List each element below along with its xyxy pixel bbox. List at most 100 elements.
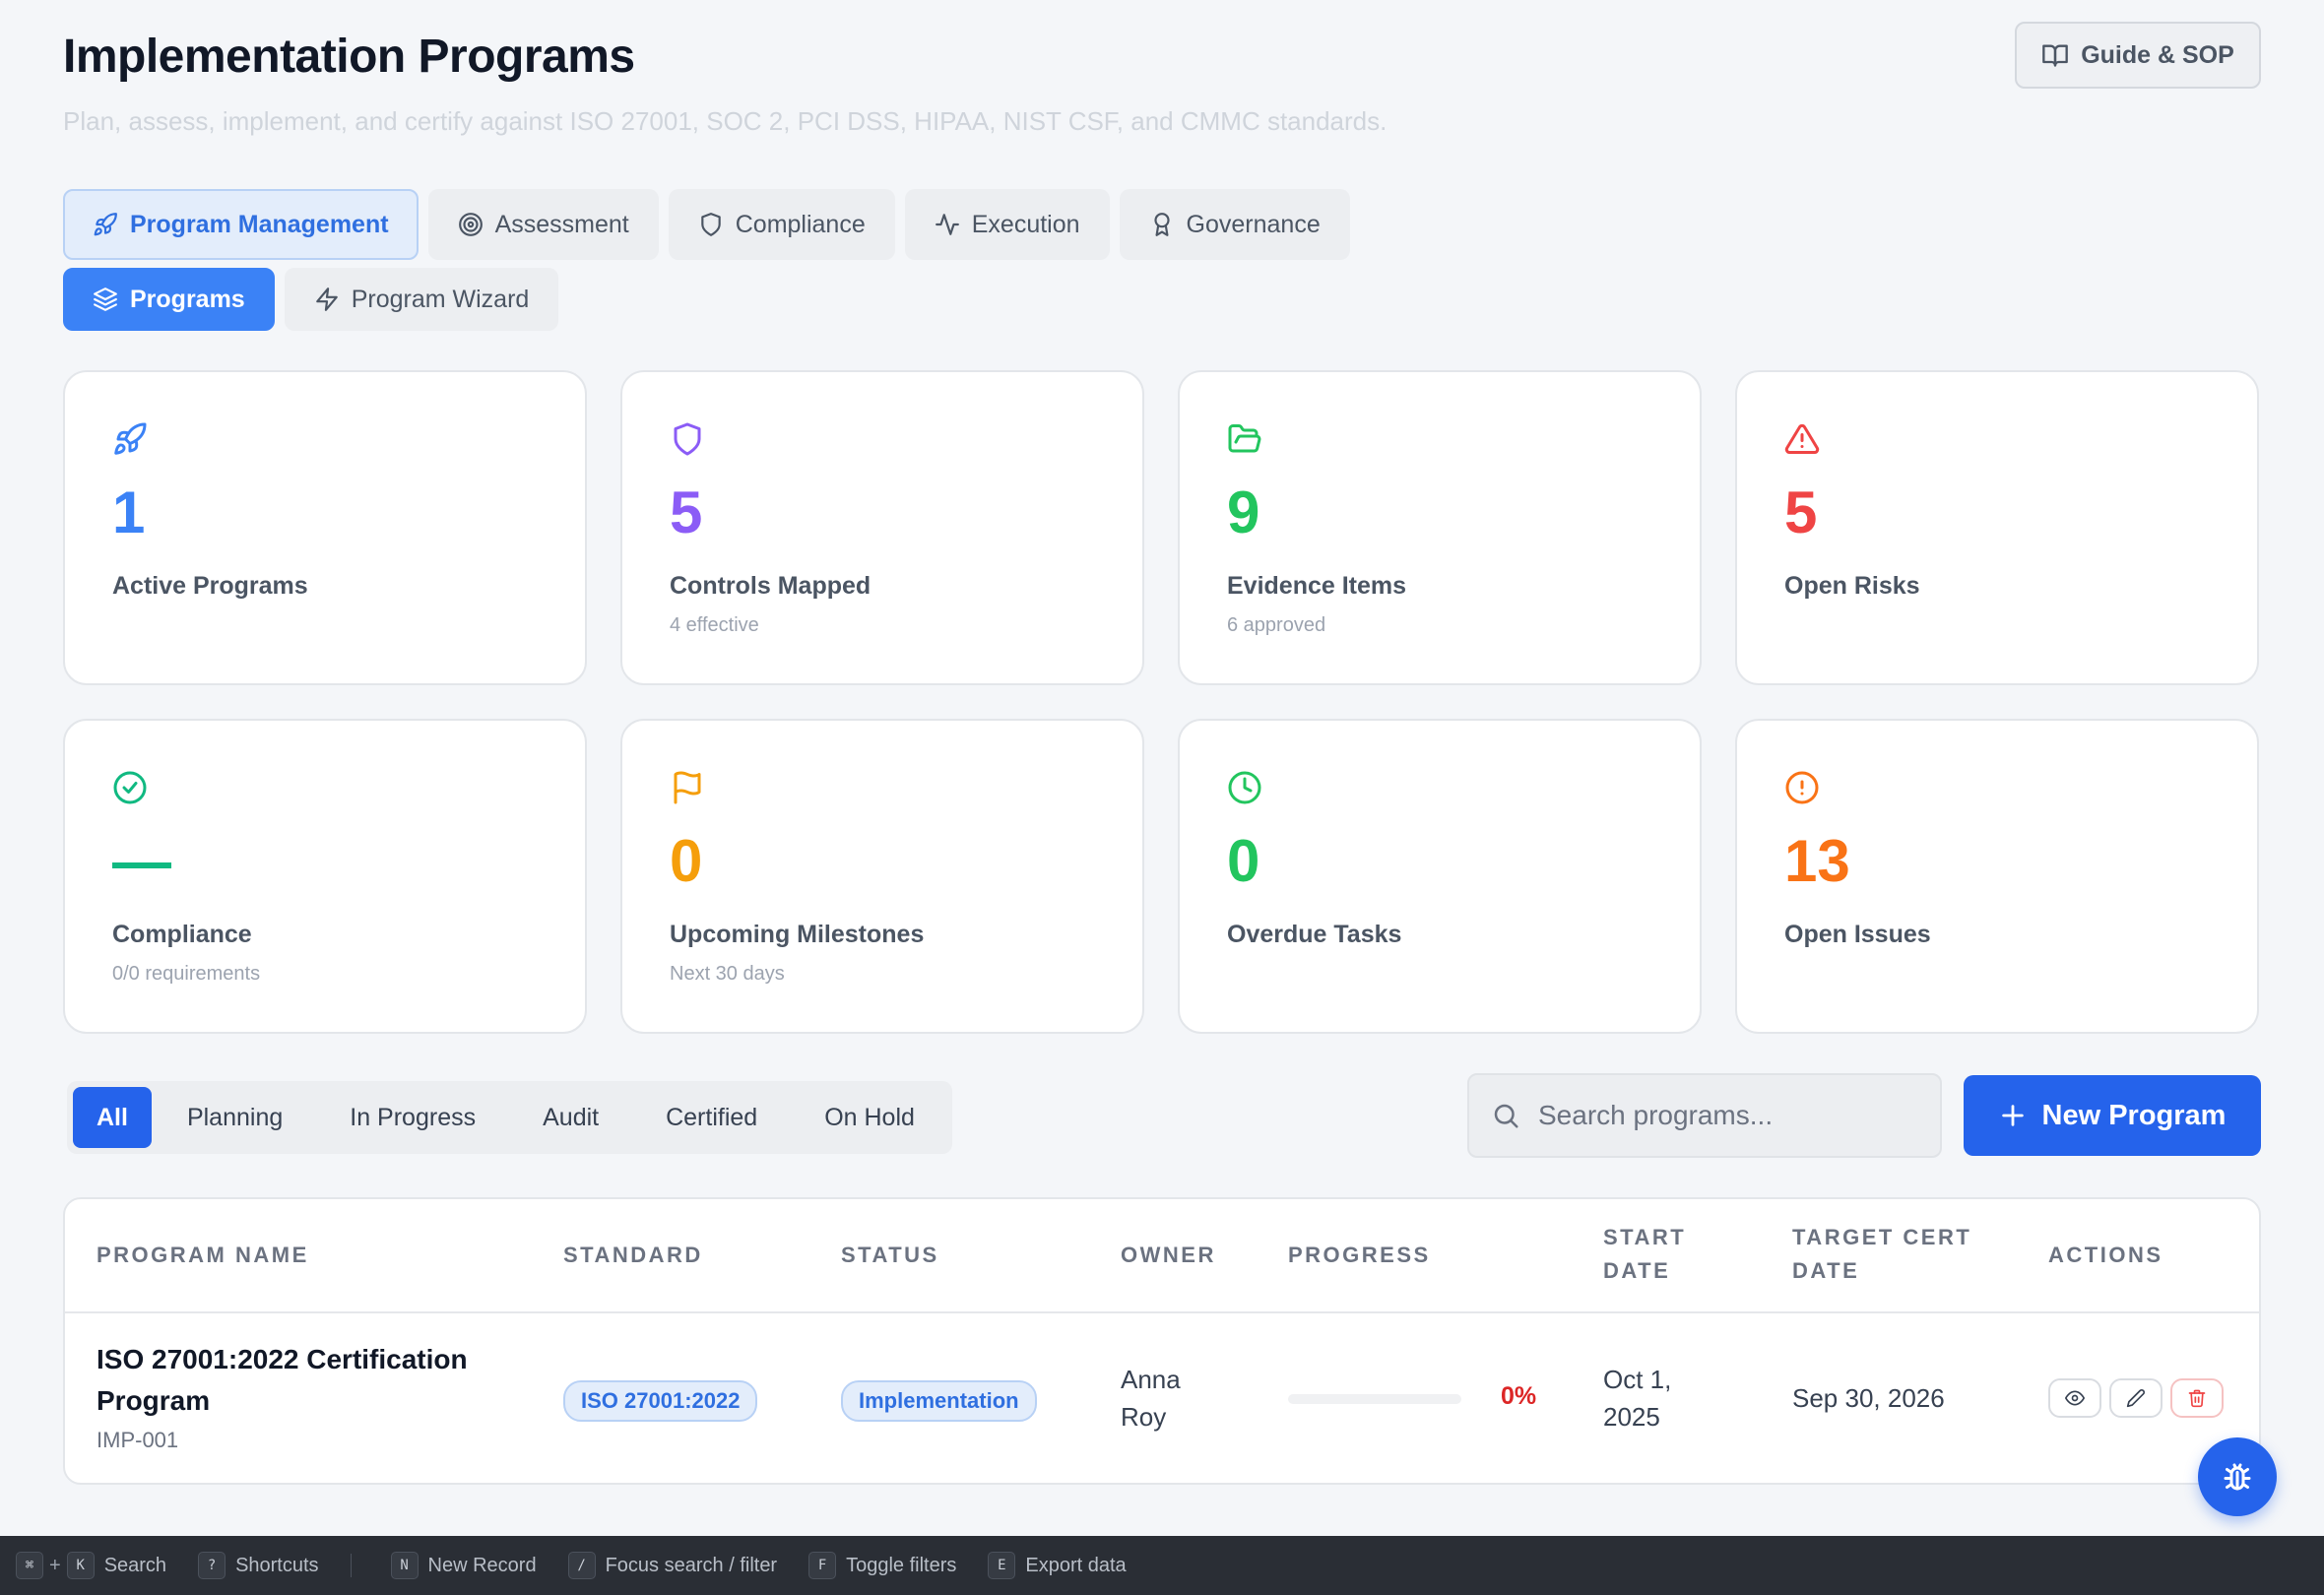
stat-label: Open Issues [1784,921,1931,948]
filter-certified[interactable]: Certified [666,1103,758,1131]
shield-icon [674,422,701,456]
divider [350,1554,352,1577]
column-header-progress[interactable]: PROGRESS [1288,1243,1431,1267]
stat-value: 5 [1784,479,1818,545]
stat-value: 0 [1227,828,1260,894]
stat-label: Evidence Items [1227,572,1407,600]
column-header-start-date[interactable]: START DATE [1603,1225,1687,1283]
stat-card-active-programs: 1 Active Programs [63,370,587,685]
stats-grid: 1 Active Programs 5 Controls Mapped 4 ef… [63,370,2261,1034]
key-plus: + [49,1554,61,1576]
stat-sub: 4 effective [670,614,759,636]
filter-audit[interactable]: Audit [543,1103,600,1131]
search-input[interactable] [1538,1100,1932,1131]
zap-icon [315,287,338,311]
key-slash: / [567,1552,596,1579]
filter-planning[interactable]: Planning [186,1103,284,1131]
key-cmd: ⌘ [16,1552,43,1579]
shortcut-label: Shortcuts [235,1554,319,1576]
tab-label: Execution [971,210,1080,238]
tab-execution[interactable]: Execution [904,189,1110,260]
column-header-target-cert-date[interactable]: TARGET CERT DATE [1792,1225,1972,1283]
status-cell: Implementation [841,1380,1037,1422]
tab-compliance[interactable]: Compliance [668,189,895,260]
tab-program-management[interactable]: Program Management [63,189,419,260]
subtab-program-wizard[interactable]: Program Wizard [284,268,559,331]
program-id: IMP-001 [97,1428,179,1452]
subtab-label: Programs [130,285,245,313]
shortcut-toggle-filters[interactable]: F Toggle filters [808,1552,956,1579]
stat-value: 9 [1227,479,1260,545]
filter-all[interactable]: All [73,1087,152,1148]
stat-card-open-issues: 13 Open Issues [1735,719,2259,1034]
view-button[interactable] [2048,1378,2101,1418]
tab-label: Program Management [130,210,389,238]
shortcut-focus-search[interactable]: / Focus search / filter [567,1552,777,1579]
stat-sub: 6 approved [1227,614,1326,636]
standard-cell: ISO 27001:2022 [563,1380,758,1422]
column-header-owner[interactable]: OWNER [1121,1243,1216,1267]
stat-label: Upcoming Milestones [670,921,925,948]
subtab-programs[interactable]: Programs [63,268,275,331]
row-actions [2048,1378,2231,1418]
tab-label: Compliance [735,210,866,238]
search-box [1467,1073,1942,1158]
shortcut-export-data[interactable]: E Export data [988,1552,1127,1579]
column-header-program-name[interactable]: PROGRAM NAME [97,1243,309,1267]
program-name-cell: ISO 27001:2022 Certification Program IMP… [97,1339,520,1453]
standard-badge: ISO 27001:2022 [563,1380,758,1422]
start-date: Oct 1, 2025 [1603,1365,1672,1432]
filter-on-hold[interactable]: On Hold [824,1103,915,1131]
secondary-tabs: Programs Program Wizard [63,268,559,331]
stat-sub: 0/0 requirements [112,963,261,985]
bug-icon [2224,1463,2251,1491]
stat-sub: Next 30 days [670,963,785,985]
stat-card-upcoming-milestones: 0 Upcoming Milestones Next 30 days [620,719,1144,1034]
shortcut-label: Toggle filters [846,1554,957,1576]
status-filter-group: All Planning In Progress Audit Certified… [67,1081,952,1154]
edit-button[interactable] [2109,1378,2163,1418]
stat-card-open-risks: 5 Open Risks [1735,370,2259,685]
program-name[interactable]: ISO 27001:2022 Certification Program [97,1344,468,1416]
new-program-button[interactable]: New Program [1964,1075,2261,1156]
delete-button[interactable] [2170,1378,2224,1418]
stat-label: Active Programs [112,572,308,600]
filter-in-progress[interactable]: In Progress [350,1103,477,1131]
stat-card-compliance: — Compliance 0/0 requirements [63,719,587,1034]
guide-sop-button[interactable]: Guide & SOP [2015,22,2261,89]
target-icon [458,213,483,236]
alert-circle-icon [1785,771,1819,804]
stat-label: Compliance [112,921,252,948]
shortcut-label: New Record [427,1554,537,1576]
eye-icon [2065,1390,2085,1406]
progress-percent: 0% [1501,1382,1537,1410]
pencil-icon [2126,1389,2145,1408]
key-e: E [988,1552,1016,1579]
shortcut-shortcuts[interactable]: ? Shortcuts [198,1552,319,1579]
bug-report-button[interactable] [2198,1437,2277,1516]
shortcut-label: Export data [1025,1554,1127,1576]
shortcut-new-record[interactable]: N New Record [390,1552,537,1579]
stat-value: 13 [1784,828,1850,894]
table-header: PROGRAM NAME STANDARD STATUS OWNER PROGR… [65,1199,2259,1313]
shortcut-search[interactable]: ⌘ + K Search [16,1552,166,1579]
status-badge: Implementation [841,1380,1037,1422]
key-f: F [808,1552,837,1579]
column-header-status[interactable]: STATUS [841,1243,939,1267]
activity-icon [935,214,959,235]
key-n: N [390,1552,419,1579]
plus-icon [2001,1105,2024,1126]
award-icon [1153,213,1170,236]
column-header-standard[interactable]: STANDARD [563,1243,703,1267]
owner-name: Anna Roy [1121,1365,1181,1432]
key-k: K [66,1552,95,1579]
progress-track [1288,1394,1461,1404]
stat-card-overdue-tasks: 0 Overdue Tasks [1178,719,1702,1034]
table-row[interactable]: ISO 27001:2022 Certification Program IMP… [65,1315,2259,1483]
stat-value: 1 [112,479,146,545]
flag-icon [674,771,701,804]
programs-table: PROGRAM NAME STANDARD STATUS OWNER PROGR… [63,1197,2261,1485]
tab-governance[interactable]: Governance [1119,189,1350,260]
trash-icon [2188,1389,2206,1408]
tab-assessment[interactable]: Assessment [427,189,659,260]
